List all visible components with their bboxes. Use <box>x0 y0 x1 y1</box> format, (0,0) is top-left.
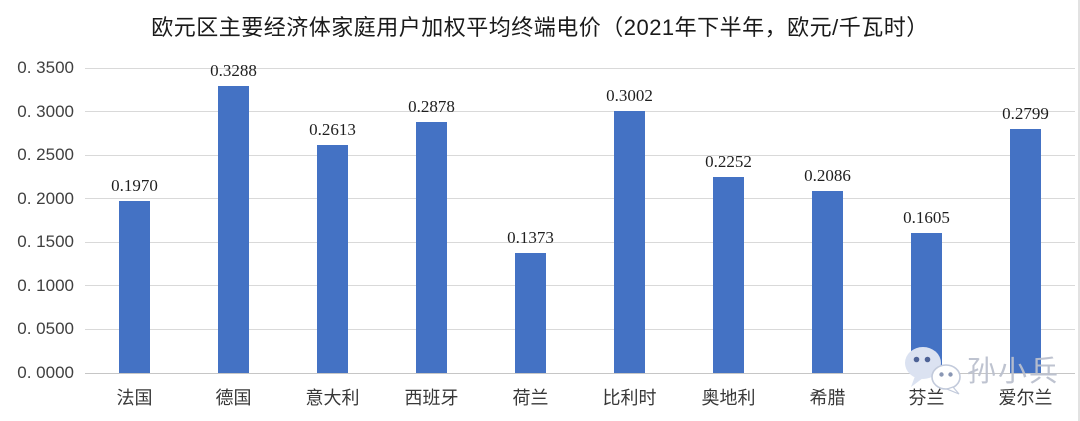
y-tick-label: 0. 3500 <box>17 58 74 77</box>
bar <box>119 201 150 373</box>
x-axis-label: 芬兰 <box>908 388 945 408</box>
gridline <box>85 67 1075 69</box>
gridline <box>85 285 1075 287</box>
bar-value-label: 0.2799 <box>1002 104 1049 124</box>
bar-value-label: 0.1605 <box>903 208 950 228</box>
bar-value-label: 0.1970 <box>111 176 158 196</box>
bar <box>614 111 645 373</box>
bar <box>317 145 348 373</box>
bar <box>515 253 546 373</box>
x-axis-label: 爱尔兰 <box>998 388 1053 408</box>
bar-value-label: 0.2878 <box>408 97 455 117</box>
y-tick-label: 0. 0000 <box>17 363 74 382</box>
x-axis-label: 西班牙 <box>404 388 459 408</box>
x-axis-label: 意大利 <box>305 388 360 408</box>
gridline <box>85 328 1075 330</box>
chart-title: 欧元区主要经济体家庭用户加权平均终端电价（2021年下半年，欧元/千瓦时） <box>151 15 929 40</box>
x-axis-label: 比利时 <box>602 388 657 408</box>
gridline <box>85 111 1075 113</box>
y-tick-label: 0. 3000 <box>17 101 74 121</box>
x-axis-label: 德国 <box>215 388 252 408</box>
bar <box>812 191 843 373</box>
bar <box>416 122 447 373</box>
x-axis-label: 荷兰 <box>512 388 549 408</box>
bar-value-label: 0.1373 <box>507 228 554 248</box>
y-tick-label: 0. 2500 <box>17 145 74 165</box>
bar-value-label: 0.3288 <box>210 61 257 81</box>
x-axis-label: 法国 <box>116 388 153 408</box>
right-edge-divider <box>1078 0 1080 421</box>
bar <box>911 233 942 373</box>
bar <box>1010 129 1041 373</box>
x-axis-line <box>85 372 1075 374</box>
bar-value-label: 0.2252 <box>705 151 752 171</box>
y-tick-label: 0. 2000 <box>17 188 74 208</box>
bar-value-label: 0.2086 <box>804 166 851 186</box>
bar <box>713 176 744 373</box>
x-axis-label: 奥地利 <box>701 388 756 408</box>
bar-value-label: 0.3002 <box>606 86 653 106</box>
y-tick-label: 0. 0500 <box>17 319 74 339</box>
y-tick-label: 0. 1000 <box>17 275 74 295</box>
gridline <box>85 154 1075 156</box>
bar-value-label: 0.2613 <box>309 120 356 140</box>
x-axis-label: 希腊 <box>809 388 846 408</box>
gridline <box>85 241 1075 243</box>
gridline <box>85 198 1075 200</box>
y-tick-label: 0. 1500 <box>17 232 74 252</box>
bar <box>218 86 249 373</box>
